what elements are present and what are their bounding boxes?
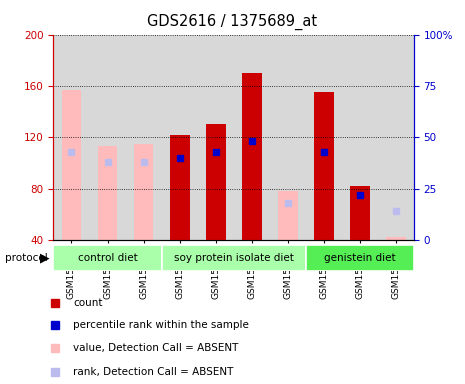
Bar [342, 35, 378, 240]
Bar [170, 135, 190, 240]
Text: protocol: protocol [5, 253, 47, 263]
Bar [306, 245, 414, 271]
Bar [386, 237, 406, 240]
Bar [314, 92, 334, 240]
Bar [378, 35, 414, 240]
Bar [206, 124, 226, 240]
Bar [89, 35, 126, 240]
Text: control diet: control diet [78, 253, 137, 263]
Bar [126, 35, 161, 240]
Bar [306, 35, 342, 240]
Text: ▶: ▶ [40, 252, 49, 265]
Bar [53, 245, 162, 271]
Text: GDS2616 / 1375689_at: GDS2616 / 1375689_at [147, 13, 318, 30]
Text: count: count [73, 298, 103, 308]
Text: rank, Detection Call = ABSENT: rank, Detection Call = ABSENT [73, 366, 233, 377]
Bar [61, 90, 81, 240]
Bar [162, 245, 306, 271]
Bar [350, 186, 370, 240]
Bar [233, 35, 270, 240]
Bar [161, 35, 198, 240]
Text: soy protein isolate diet: soy protein isolate diet [174, 253, 293, 263]
Bar [270, 35, 306, 240]
Bar [198, 35, 233, 240]
Bar [133, 144, 153, 240]
Bar [98, 146, 118, 240]
Text: genistein diet: genistein diet [324, 253, 396, 263]
Text: percentile rank within the sample: percentile rank within the sample [73, 320, 249, 331]
Bar [242, 73, 262, 240]
Bar [53, 35, 89, 240]
Bar [278, 191, 298, 240]
Text: value, Detection Call = ABSENT: value, Detection Call = ABSENT [73, 343, 239, 354]
